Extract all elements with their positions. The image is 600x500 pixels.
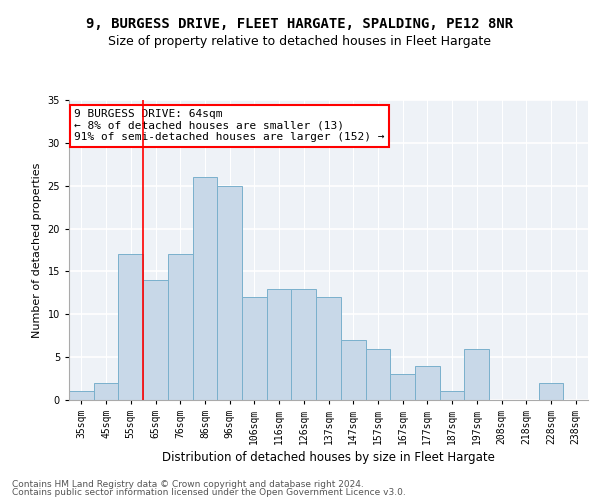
X-axis label: Distribution of detached houses by size in Fleet Hargate: Distribution of detached houses by size …: [162, 451, 495, 464]
Bar: [217, 186, 242, 400]
Text: Contains public sector information licensed under the Open Government Licence v3: Contains public sector information licen…: [12, 488, 406, 497]
Bar: [168, 254, 193, 400]
Bar: [390, 374, 415, 400]
Bar: [464, 348, 489, 400]
Bar: [242, 297, 267, 400]
Bar: [267, 288, 292, 400]
Text: 9, BURGESS DRIVE, FLEET HARGATE, SPALDING, PE12 8NR: 9, BURGESS DRIVE, FLEET HARGATE, SPALDIN…: [86, 18, 514, 32]
Bar: [539, 383, 563, 400]
Bar: [316, 297, 341, 400]
Bar: [94, 383, 118, 400]
Bar: [415, 366, 440, 400]
Bar: [143, 280, 168, 400]
Bar: [118, 254, 143, 400]
Y-axis label: Number of detached properties: Number of detached properties: [32, 162, 42, 338]
Text: Contains HM Land Registry data © Crown copyright and database right 2024.: Contains HM Land Registry data © Crown c…: [12, 480, 364, 489]
Bar: [193, 177, 217, 400]
Text: 9 BURGESS DRIVE: 64sqm
← 8% of detached houses are smaller (13)
91% of semi-deta: 9 BURGESS DRIVE: 64sqm ← 8% of detached …: [74, 109, 385, 142]
Bar: [440, 392, 464, 400]
Text: Size of property relative to detached houses in Fleet Hargate: Size of property relative to detached ho…: [109, 35, 491, 48]
Bar: [341, 340, 365, 400]
Bar: [292, 288, 316, 400]
Bar: [69, 392, 94, 400]
Bar: [365, 348, 390, 400]
